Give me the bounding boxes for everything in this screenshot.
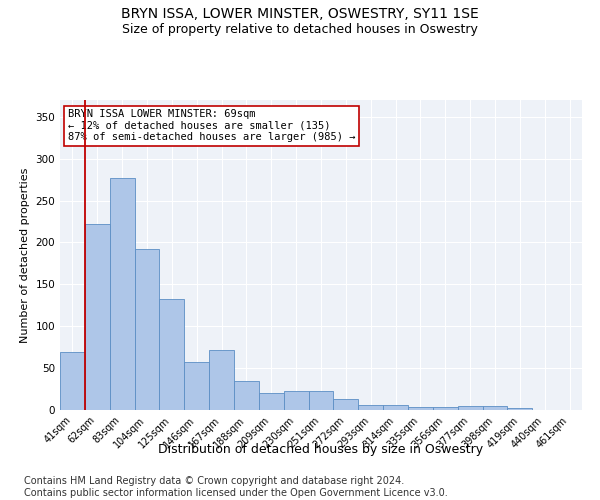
Bar bbox=[110, 178, 134, 410]
Bar bbox=[160, 300, 184, 410]
Bar bbox=[508, 408, 532, 410]
Bar bbox=[408, 408, 433, 410]
Bar bbox=[234, 380, 259, 410]
Bar bbox=[482, 406, 508, 410]
Bar bbox=[259, 393, 284, 410]
Bar bbox=[433, 406, 458, 410]
Bar bbox=[85, 224, 110, 410]
Y-axis label: Number of detached properties: Number of detached properties bbox=[20, 168, 30, 342]
Bar bbox=[458, 406, 482, 410]
Bar bbox=[383, 405, 408, 410]
Bar bbox=[209, 350, 234, 410]
Text: BRYN ISSA, LOWER MINSTER, OSWESTRY, SY11 1SE: BRYN ISSA, LOWER MINSTER, OSWESTRY, SY11… bbox=[121, 8, 479, 22]
Text: Size of property relative to detached houses in Oswestry: Size of property relative to detached ho… bbox=[122, 22, 478, 36]
Bar bbox=[284, 390, 308, 410]
Text: Distribution of detached houses by size in Oswestry: Distribution of detached houses by size … bbox=[158, 442, 484, 456]
Bar bbox=[358, 405, 383, 410]
Bar bbox=[308, 390, 334, 410]
Text: BRYN ISSA LOWER MINSTER: 69sqm
← 12% of detached houses are smaller (135)
87% of: BRYN ISSA LOWER MINSTER: 69sqm ← 12% of … bbox=[68, 110, 355, 142]
Bar bbox=[184, 362, 209, 410]
Text: Contains HM Land Registry data © Crown copyright and database right 2024.
Contai: Contains HM Land Registry data © Crown c… bbox=[24, 476, 448, 498]
Bar bbox=[134, 249, 160, 410]
Bar bbox=[60, 352, 85, 410]
Bar bbox=[334, 399, 358, 410]
